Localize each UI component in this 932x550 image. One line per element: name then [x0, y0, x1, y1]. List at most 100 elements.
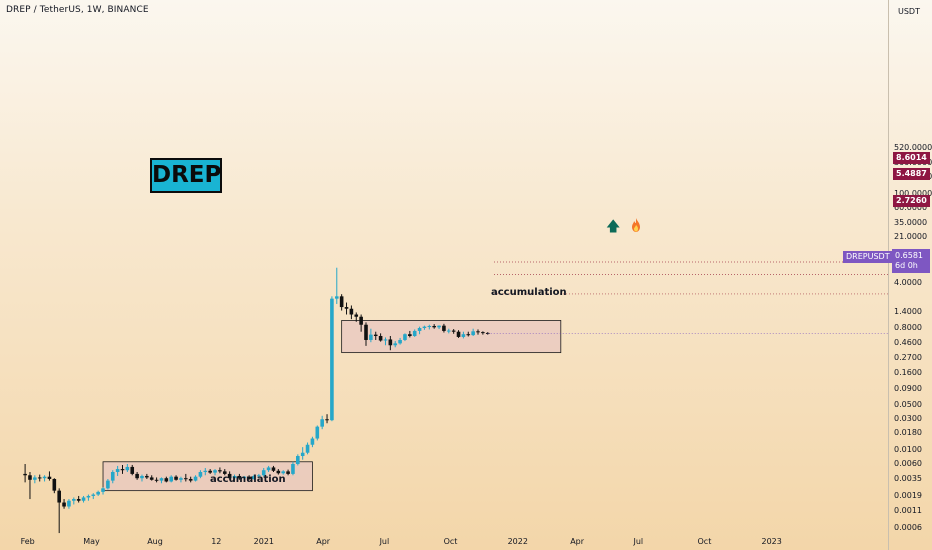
price-tick-label: 0.0060 — [894, 459, 922, 468]
time-tick-label: 2023 — [761, 537, 782, 546]
candle-body — [120, 469, 125, 471]
candle-body — [369, 334, 373, 340]
candle-body — [471, 331, 475, 336]
price-tick-label: 0.8000 — [894, 323, 922, 332]
candle-body — [140, 475, 144, 479]
candle-body — [106, 480, 110, 489]
price-tick-label: 0.0019 — [894, 490, 922, 500]
time-tick-label: Oct — [443, 537, 458, 546]
candle-body — [354, 314, 359, 317]
candle-body — [276, 470, 281, 474]
candle-body — [86, 495, 91, 498]
candle-body — [451, 330, 456, 332]
candle-body — [403, 334, 407, 340]
candle-body — [130, 466, 135, 474]
candle-body — [398, 339, 402, 344]
candle-body — [72, 499, 76, 501]
candle-body — [91, 494, 96, 496]
candle-body — [291, 464, 295, 474]
candle-body — [37, 477, 42, 479]
price-tick-label: 60.0000 — [894, 203, 928, 212]
time-tick-label: Feb — [20, 537, 35, 546]
candle-body — [325, 419, 329, 421]
target-price-tag-3: 2.7260 — [893, 195, 930, 207]
time-tick-label: Jul — [379, 537, 390, 546]
candle-body — [62, 502, 66, 507]
drep-badge: DREP — [150, 158, 222, 193]
candle-body — [417, 328, 422, 331]
time-tick-label: May — [83, 537, 100, 546]
candle-body — [193, 476, 198, 481]
candle-body — [96, 491, 100, 495]
price-tick-label: 21.0000 — [894, 232, 928, 242]
candle-body — [412, 330, 417, 336]
candle-body — [154, 479, 159, 481]
candle-body — [203, 470, 208, 472]
candle-body — [261, 470, 266, 476]
candle-body — [28, 475, 32, 480]
candle-body — [222, 471, 227, 474]
candle-body — [286, 471, 290, 474]
time-tick-label: Oct — [697, 537, 712, 546]
candle-body — [81, 497, 86, 501]
candle-body — [184, 478, 188, 480]
candle-body — [461, 334, 466, 337]
candle-body — [408, 334, 412, 336]
target-price-tag-2: 5.4887 — [893, 168, 930, 180]
candle-body — [135, 473, 139, 479]
candle-body — [364, 324, 368, 340]
price-tick-label: 0.0035 — [894, 473, 922, 483]
symbol-title[interactable]: DREP / TetherUS, 1W, BINANCE — [6, 5, 149, 15]
candle-body — [383, 339, 388, 341]
candle-body — [47, 476, 52, 479]
time-tick-label: 12 — [211, 537, 222, 546]
accumulation-zones — [102, 320, 562, 492]
candle-body — [442, 325, 446, 331]
time-tick-label: Apr — [316, 537, 331, 546]
candle-body — [339, 296, 344, 308]
candle-body — [33, 477, 37, 480]
candle-body — [76, 499, 81, 501]
time-tick-label: Aug — [147, 537, 163, 546]
price-tick-label: 0.0300 — [894, 414, 922, 424]
candle-body — [456, 331, 461, 337]
candle-body — [169, 476, 173, 482]
symbol-tag: DREPUSDT — [843, 251, 893, 263]
candle-body — [42, 476, 47, 479]
candle-body — [271, 467, 276, 471]
candle-body — [320, 419, 324, 427]
price-tick-label: 0.0006 — [894, 523, 922, 532]
price-tick-label: 520.0000 — [894, 142, 932, 152]
candle-body — [334, 296, 339, 299]
candle-body — [110, 471, 115, 481]
last-price-value: 0.6581 — [895, 251, 923, 260]
candle-body — [164, 478, 169, 482]
price-tick-label: 0.0180 — [894, 428, 922, 438]
time-tick-label: Apr — [570, 537, 585, 546]
price-tick-label: 0.2700 — [894, 353, 922, 363]
candle-body — [427, 325, 432, 327]
price-tick-label: 35.0000 — [894, 217, 928, 227]
candle-body — [446, 330, 451, 332]
candle-body — [388, 339, 393, 346]
accumulation-label-2: accumulation — [491, 287, 567, 298]
price-tick-label: 4.0000 — [894, 278, 922, 288]
price-axis-currency: USDT — [898, 7, 920, 16]
candle-body — [57, 490, 61, 503]
accumulation-zone-2 — [341, 320, 562, 354]
candle-body — [257, 475, 261, 477]
candle-body — [208, 470, 212, 473]
candle-body — [330, 298, 334, 421]
candle-body — [232, 475, 237, 479]
candle-body — [315, 426, 320, 439]
last-price-tag: 0.6581 6d 0h — [892, 249, 930, 273]
candle-body — [393, 343, 398, 346]
candle-body — [349, 308, 354, 315]
candle-body — [198, 471, 203, 477]
candle-body — [378, 336, 383, 341]
candle-body — [247, 476, 251, 479]
candle-body — [281, 471, 286, 474]
candle-body — [115, 469, 120, 472]
price-tick-label: 0.1600 — [894, 367, 922, 377]
